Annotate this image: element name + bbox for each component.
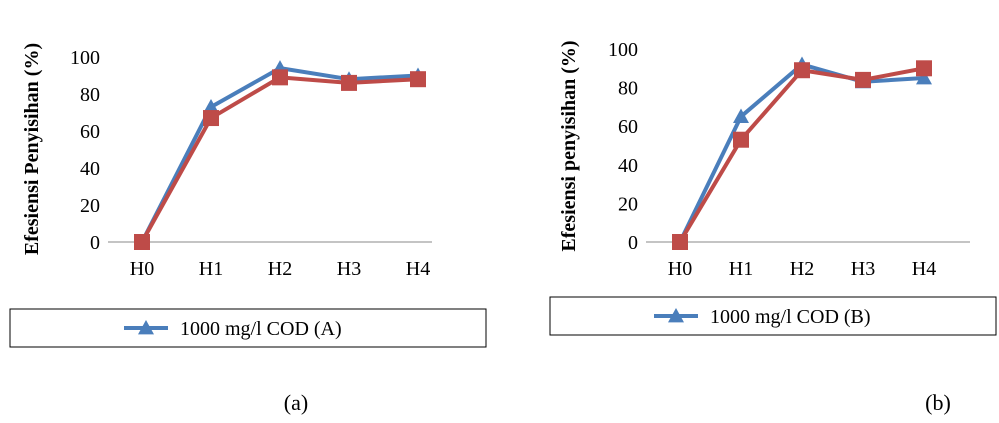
series-2-point: [916, 60, 932, 77]
figure-caption: (b): [925, 390, 951, 415]
series-2-point: [410, 71, 426, 88]
series-2-point: [203, 110, 219, 127]
x-tick-label: H4: [406, 258, 430, 280]
chart-a: Efesiensi Penyisihan (%) 0 20 40 60 80 100 H0 H1…: [9, 43, 487, 415]
x-tick-label: H0: [130, 258, 154, 280]
y-tick-label: 0: [90, 232, 100, 254]
legend-marker: [138, 320, 154, 335]
y-axis-label: Efesiensi Penyisihan (%): [21, 43, 43, 255]
y-tick-label: 20: [618, 193, 638, 215]
legend-box: [9, 308, 487, 348]
series-2-point: [272, 69, 288, 86]
series-2-point: [134, 234, 150, 250]
y-tick-label: 80: [80, 84, 100, 106]
series-1-line: [140, 66, 419, 243]
x-tick-label: H1: [729, 258, 753, 280]
series-2-line: [678, 66, 925, 244]
legend-label: 1000 mg/l COD (A): [180, 318, 342, 340]
series-1-point: [203, 98, 219, 114]
y-axis-label: Efesiensi penyisihan (%): [558, 40, 580, 251]
legend-box: [549, 296, 997, 336]
y-tick-label: 80: [618, 78, 638, 100]
series-1-point: [733, 108, 749, 123]
chart-b: Efesiensi penyisihan (%) 0 20 40 60 80 100 H0 H1…: [549, 39, 997, 415]
series-1-point: [916, 69, 932, 85]
x-tick-label: H0: [668, 258, 692, 280]
y-tick-label: 100: [608, 39, 638, 61]
series-2-point: [855, 71, 871, 88]
y-tick-label: 20: [80, 195, 100, 217]
y-tick-label: 0: [628, 232, 638, 254]
x-tick-label: H1: [199, 258, 223, 280]
y-tick-label: 40: [618, 155, 638, 177]
series-2-point: [733, 131, 749, 148]
x-tick-label: H3: [337, 258, 361, 280]
y-tick-label: 40: [80, 158, 100, 180]
y-tick-label: 60: [80, 121, 100, 143]
x-tick-label: H2: [268, 258, 292, 280]
series-2-point: [672, 234, 688, 250]
y-tick-label: 100: [70, 47, 100, 69]
legend-marker: [668, 308, 684, 323]
figure-caption: (a): [284, 390, 308, 415]
series-2-point: [341, 74, 357, 91]
y-tick-label: 60: [618, 116, 638, 138]
x-tick-label: H4: [912, 258, 936, 280]
legend-label: 1000 mg/l COD (B): [710, 306, 871, 328]
series-2-point: [794, 62, 810, 79]
series-1-line: [678, 62, 925, 243]
x-tick-label: H2: [790, 258, 814, 280]
x-tick-label: H3: [851, 258, 875, 280]
